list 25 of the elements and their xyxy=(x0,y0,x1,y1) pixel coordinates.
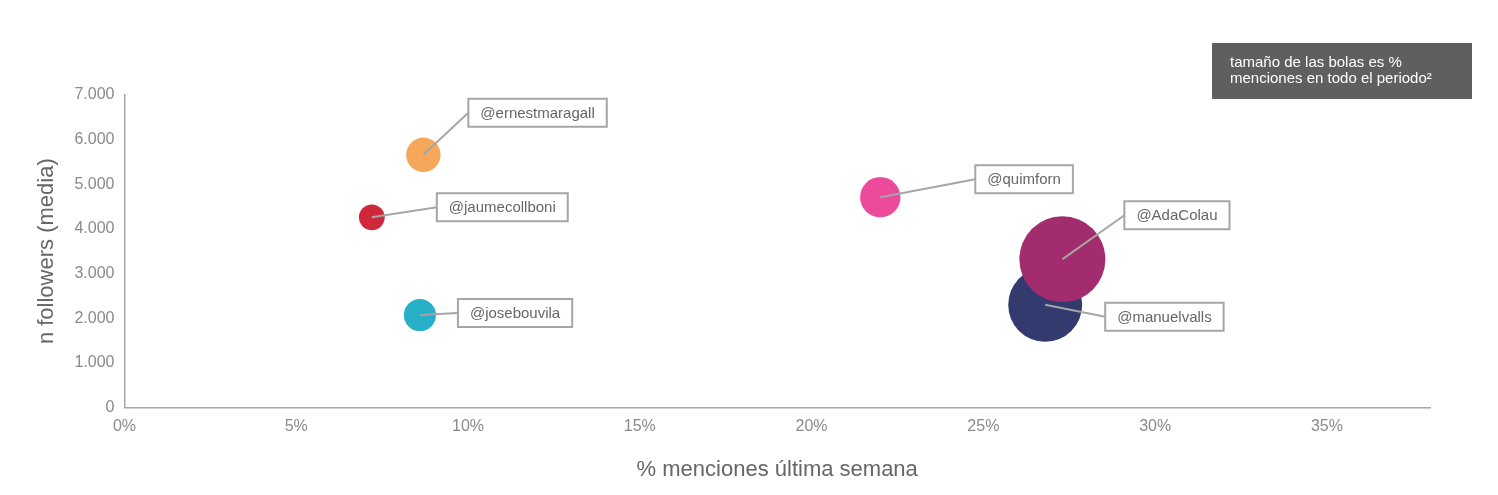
note-box: tamaño de las bolas es % menciones en todo el periodo² xyxy=(1212,43,1472,99)
x-tick-label: 25% xyxy=(967,417,1000,435)
text: @josebouvila xyxy=(469,304,561,322)
x-tick-label: 30% xyxy=(1139,417,1172,435)
x-tick-label: 15% xyxy=(623,417,656,435)
text: @AdaColau xyxy=(1136,206,1218,224)
x-tick-label: 5% xyxy=(284,417,308,435)
x-tick-label: 20% xyxy=(795,417,828,435)
text: @manuelvalls xyxy=(1117,307,1212,325)
y-tick-label: 4.000 xyxy=(74,219,115,237)
y-axis-title: n followers (media) xyxy=(33,158,59,345)
x-tick-label: 10% xyxy=(451,417,485,435)
y-tick-label: 5.000 xyxy=(74,174,115,192)
y-tick-label: 1.000 xyxy=(74,353,115,371)
y-tick-label: 6.000 xyxy=(74,130,115,148)
y-tick-label: 3.000 xyxy=(74,263,115,281)
y-tick-label: 7.000 xyxy=(74,85,115,103)
y-tick-label: 0 xyxy=(105,397,115,415)
y-tick-label: 2.000 xyxy=(74,308,115,326)
x-tick-label: 35% xyxy=(1310,417,1343,435)
x-axis-title: % menciones última semana xyxy=(636,455,919,481)
x-tick-label: 0% xyxy=(112,417,136,435)
text: @quimforn xyxy=(987,170,1061,188)
text: @ernestmaragall xyxy=(480,103,595,121)
text: @jaumecollboni xyxy=(448,198,556,216)
